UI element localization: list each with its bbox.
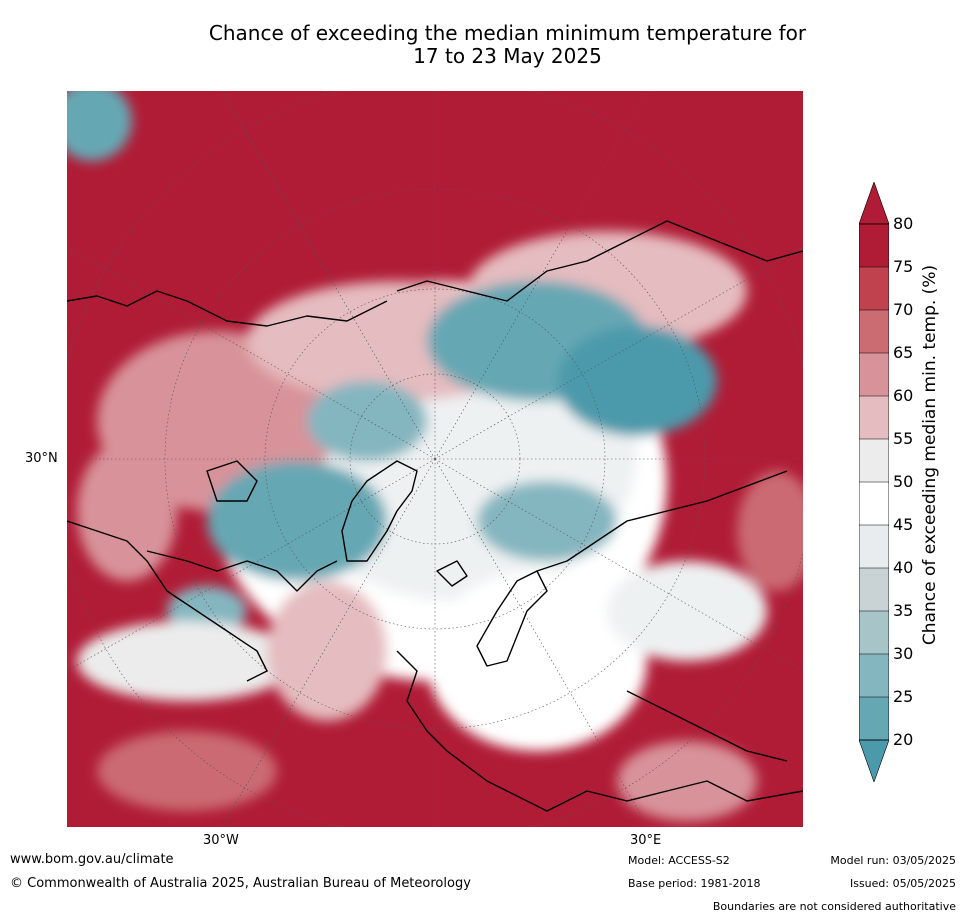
colorbar-band	[859, 568, 889, 611]
colorbar-band	[859, 310, 889, 353]
colorbar-tick: 70	[893, 300, 914, 319]
model-text: Model: ACCESS-S2	[628, 854, 730, 867]
colorbar	[859, 182, 889, 782]
colorbar-band	[859, 396, 889, 439]
colorbar-title: Chance of exceeding median min. temp. (%…	[920, 264, 940, 646]
colorbar-band	[859, 353, 889, 396]
colorbar-dividers	[859, 266, 889, 698]
title-line-1: Chance of exceeding the median minimum t…	[208, 21, 807, 45]
colorbar-tick: 45	[893, 515, 914, 534]
graticule	[67, 91, 803, 827]
colorbar-band	[859, 439, 889, 482]
colorbar-band	[859, 525, 889, 568]
colorbar-band	[859, 697, 889, 740]
colorbar-upper-extend	[859, 182, 889, 225]
colorbar-band	[859, 267, 889, 310]
colorbar-tick: 25	[893, 687, 914, 706]
issued-text: Issued: 05/05/2025	[849, 877, 956, 890]
website-link[interactable]: www.bom.gov.au/climate	[10, 852, 174, 867]
colorbar-band	[859, 654, 889, 697]
copyright-text: © Commonwealth of Australia 2025, Austra…	[10, 876, 471, 891]
colorbar-lower-extend	[859, 739, 889, 782]
colorbar-tick: 60	[893, 386, 914, 405]
disclaimer-text: Boundaries are not considered authoritat…	[712, 900, 956, 913]
colorbar-frame	[859, 223, 889, 741]
colorbar-band	[859, 224, 889, 267]
probability-fields	[67, 91, 803, 821]
lon-label-30e: 30°E	[630, 833, 662, 848]
colorbar-tick: 55	[893, 429, 914, 448]
probability-map	[67, 91, 803, 827]
colorbar-tick: 80	[893, 214, 914, 233]
colorbar-tick: 20	[893, 730, 914, 749]
colorbar-tick: 65	[893, 343, 914, 362]
colorbar-tick: 35	[893, 601, 914, 620]
map-panel	[67, 91, 803, 827]
colorbar-tick: 50	[893, 472, 914, 491]
colorbar-tick: 40	[893, 558, 914, 577]
colorbar-tick: 30	[893, 644, 914, 663]
model-run-text: Model run: 03/05/2025	[830, 854, 956, 867]
coastlines	[67, 220, 803, 812]
colorbar-tick: 75	[893, 257, 914, 276]
map-title: Chance of exceeding the median minimum t…	[0, 22, 965, 68]
base-period-text: Base period: 1981-2018	[628, 877, 761, 890]
title-line-2: 17 to 23 May 2025	[413, 44, 602, 68]
lon-label-30w: 30°W	[203, 833, 239, 848]
colorbar-band	[859, 482, 889, 525]
colorbar-band	[859, 611, 889, 654]
lat-label-30n: 30°N	[25, 451, 58, 466]
